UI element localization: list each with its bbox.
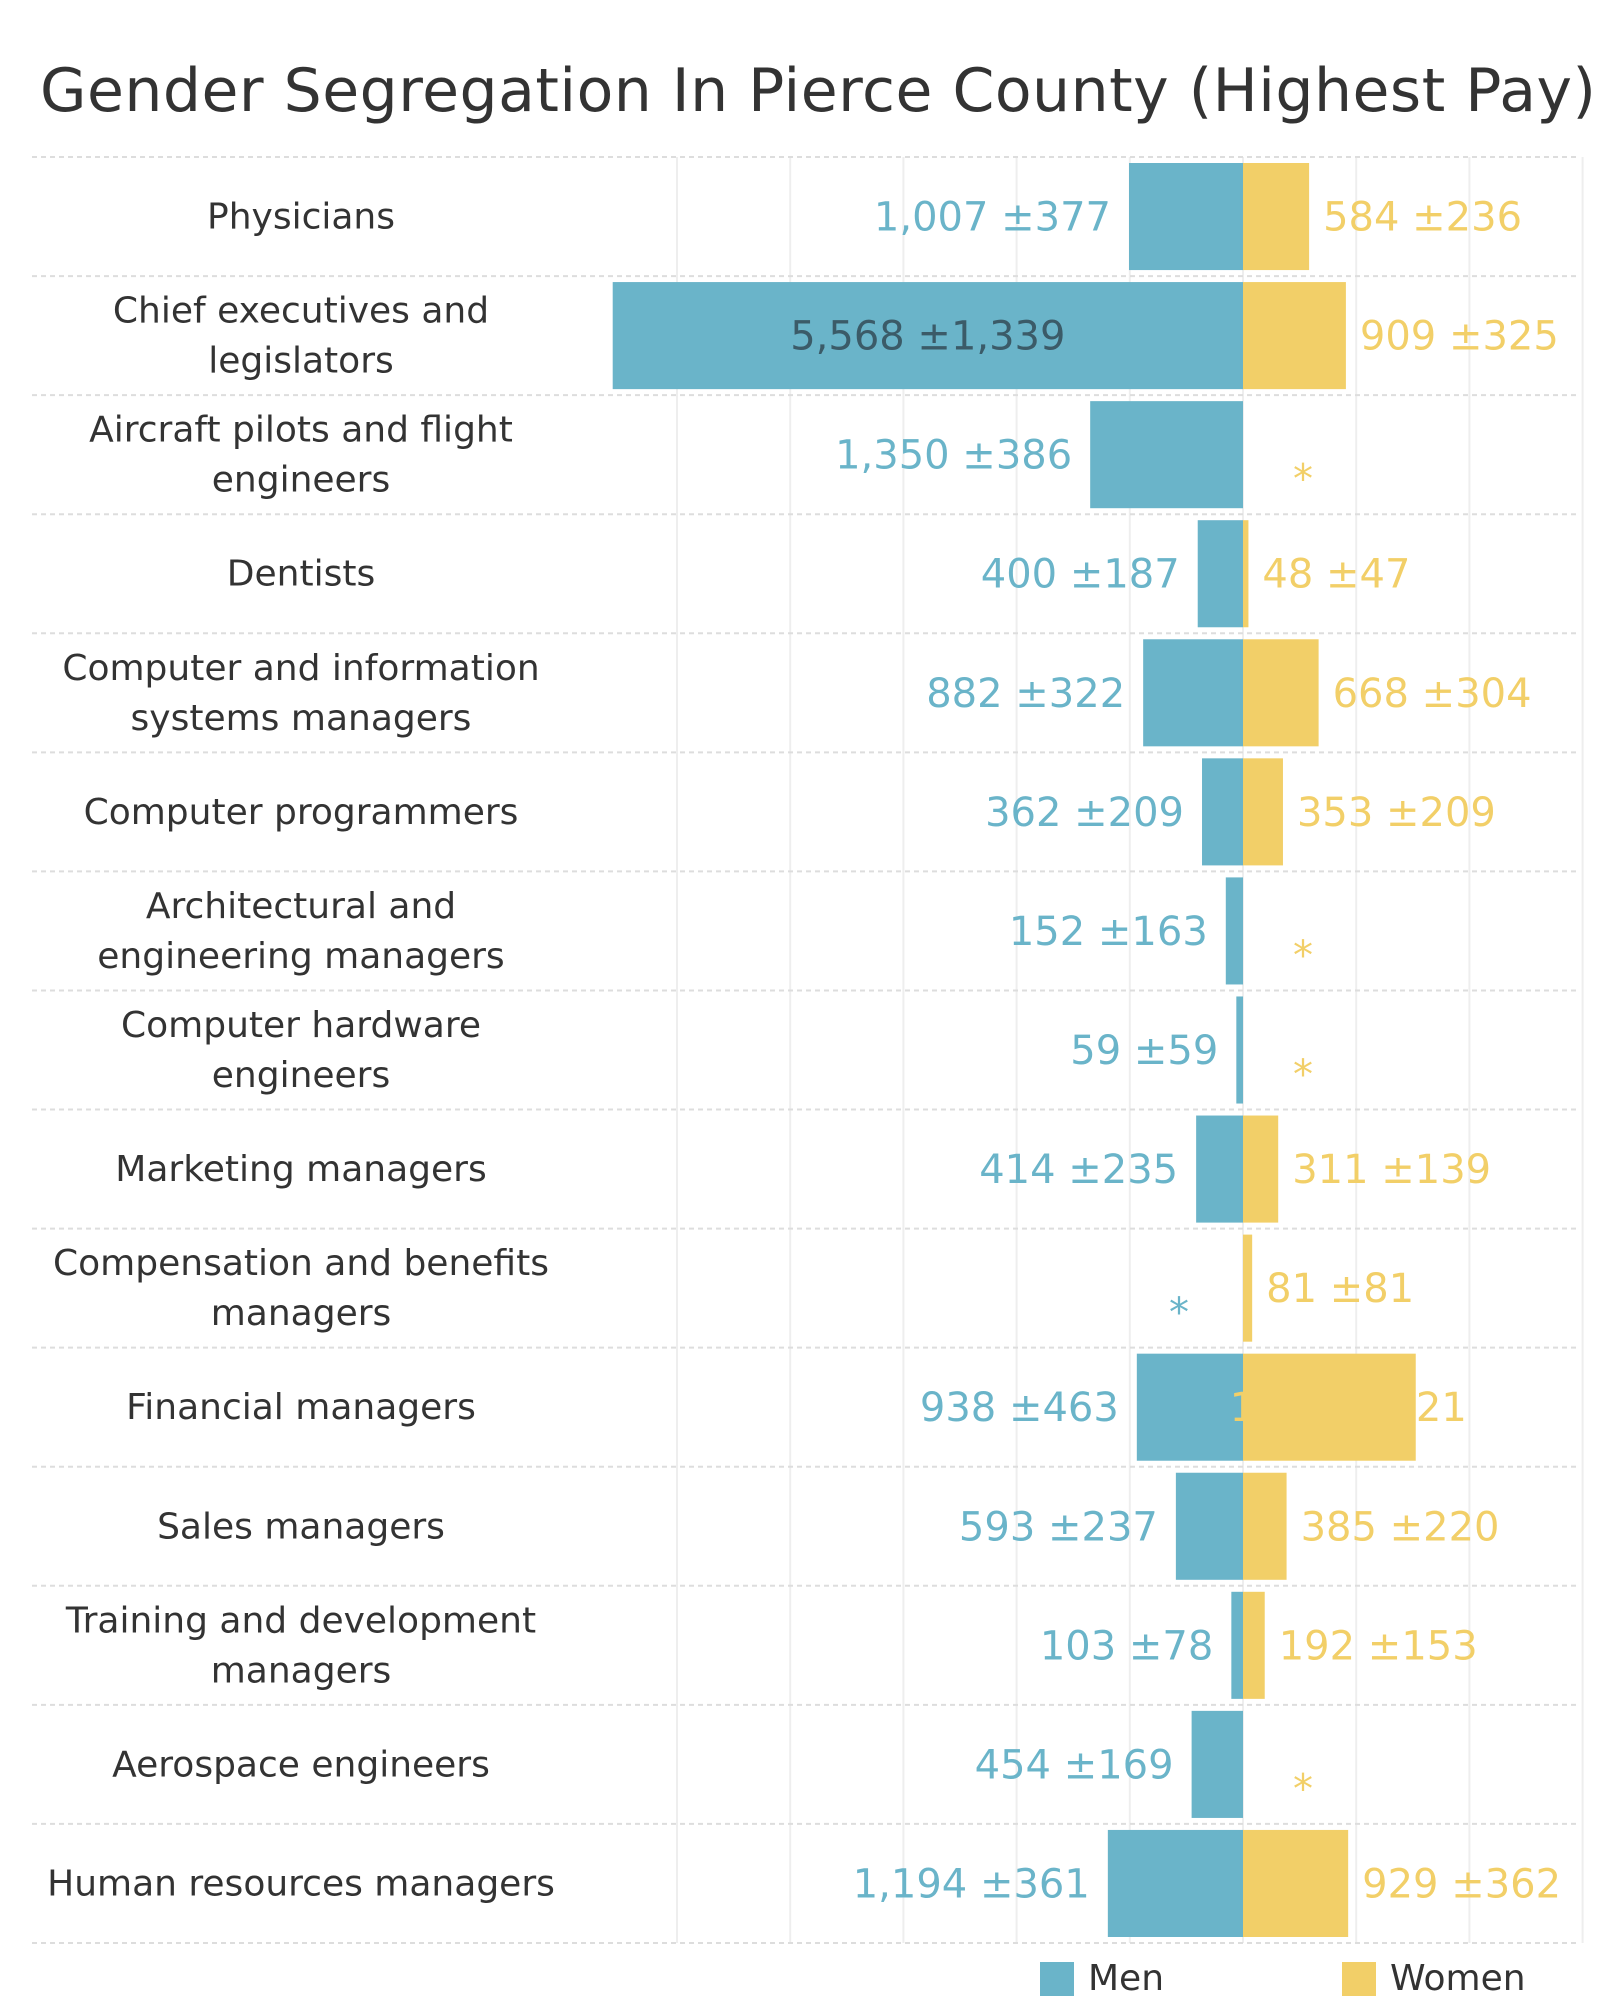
women-bar [1243, 1115, 1279, 1223]
men-value-label: 5,568 ±1,339 [790, 314, 1065, 360]
women-value-label: 584 ±236 [1323, 195, 1522, 241]
men-value-label: 400 ±187 [981, 552, 1180, 598]
men-value-label: 454 ±169 [975, 1742, 1174, 1788]
men-bar [1143, 639, 1243, 747]
men-bar [1196, 1115, 1243, 1223]
women-bar [1243, 1591, 1265, 1699]
women-bar [1243, 1829, 1349, 1937]
legend-label-men: Men [1088, 1958, 1165, 1999]
row-label: Aerospace engineers [112, 1744, 490, 1785]
chart-title: Gender Segregation In Pierce County (Hig… [40, 56, 1597, 126]
women-value-label: 385 ±220 [1301, 1504, 1500, 1550]
women-bar [1243, 1472, 1287, 1580]
men-value-label: 593 ±237 [959, 1504, 1158, 1550]
women-missing-marker: * [1293, 933, 1313, 979]
men-value-label: 103 ±78 [1040, 1623, 1213, 1669]
women-value-label: 668 ±304 [1333, 671, 1532, 717]
row-label: engineers [212, 1055, 391, 1096]
men-value-label: 1,194 ±361 [853, 1861, 1090, 1907]
women-value-label: 48 ±47 [1262, 552, 1410, 598]
women-missing-marker: * [1293, 457, 1313, 503]
women-value-label: 353 ±209 [1297, 790, 1496, 836]
row-label: Aircraft pilots and flight [89, 410, 513, 451]
men-bar [1197, 520, 1243, 628]
women-bar [1243, 520, 1249, 628]
men-bar [1090, 401, 1243, 509]
row-label: Architectural and [146, 886, 456, 927]
men-bar [1129, 163, 1243, 271]
men-bar [1202, 758, 1243, 866]
legend-swatch-women [1342, 1961, 1376, 1996]
men-bar [1191, 1710, 1243, 1818]
women-bar [1243, 163, 1310, 271]
women-value-label: 81 ±81 [1266, 1266, 1414, 1312]
men-bar [1225, 877, 1243, 985]
men-value-label: 59 ±59 [1070, 1028, 1218, 1074]
women-value-label: 192 ±153 [1279, 1623, 1478, 1669]
row-label: Chief executives and [113, 291, 489, 332]
men-value-label: 882 ±322 [926, 671, 1125, 717]
row-label: engineering managers [97, 936, 504, 977]
legend-swatch-men [1040, 1961, 1074, 1996]
men-value-label: 152 ±163 [1009, 909, 1208, 955]
legend-item-men: Men [1040, 1958, 1164, 1999]
row-label: Physicians [207, 197, 395, 238]
row-label: Training and development [65, 1600, 536, 1641]
row-label: Compensation and benefits [53, 1243, 549, 1284]
men-bar [1107, 1829, 1243, 1937]
legend-label-women: Women [1390, 1958, 1526, 1999]
men-bar [1136, 1353, 1243, 1461]
legend-item-women: Women [1342, 1958, 1526, 1999]
men-value-label: 938 ±463 [920, 1385, 1119, 1431]
men-value-label: 1,350 ±386 [835, 433, 1072, 479]
women-bar [1243, 758, 1283, 866]
women-value-label: 929 ±362 [1362, 1861, 1561, 1907]
women-bar [1243, 1234, 1253, 1342]
row-label: Human resources managers [47, 1863, 555, 1904]
women-missing-marker: * [1293, 1766, 1313, 1812]
row-label: managers [211, 1293, 392, 1334]
women-value-label: 909 ±325 [1360, 314, 1559, 360]
row-label: Marketing managers [115, 1149, 486, 1190]
men-value-label: 414 ±235 [979, 1147, 1178, 1193]
men-value-label: 362 ±209 [985, 790, 1184, 836]
row-label: Sales managers [157, 1506, 445, 1547]
men-value-label: 1,007 ±377 [874, 195, 1111, 241]
row-label: legislators [208, 341, 394, 382]
women-missing-marker: * [1293, 1052, 1313, 1098]
men-missing-marker: * [1169, 1290, 1189, 1336]
women-value-label: 311 ±139 [1292, 1147, 1491, 1193]
women-bar [1243, 639, 1319, 747]
row-label: managers [211, 1650, 392, 1691]
men-bar [612, 282, 1243, 390]
row-label: Computer programmers [84, 792, 519, 833]
row-label: Computer and information [62, 648, 539, 689]
row-label: Dentists [227, 554, 375, 595]
women-bar [1243, 282, 1346, 390]
men-bar [1236, 996, 1243, 1104]
row-label: engineers [212, 460, 391, 501]
women-bar [1243, 1353, 1416, 1461]
row-label: Computer hardware [121, 1005, 481, 1046]
men-bar [1175, 1472, 1243, 1580]
men-bar [1231, 1591, 1243, 1699]
row-label: systems managers [131, 698, 472, 739]
row-label: Financial managers [126, 1387, 476, 1428]
